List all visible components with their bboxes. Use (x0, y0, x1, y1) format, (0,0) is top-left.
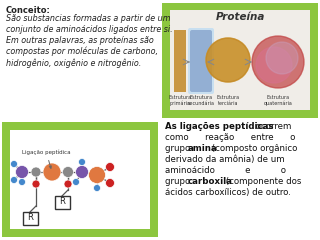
FancyBboxPatch shape (190, 30, 212, 92)
Circle shape (252, 36, 304, 88)
Circle shape (11, 161, 18, 168)
Text: Estrutura
secundária: Estrutura secundária (188, 95, 214, 106)
Text: ácidos carboxílicos) de outro.: ácidos carboxílicos) de outro. (165, 188, 291, 197)
Text: Conceito:: Conceito: (6, 6, 51, 15)
Text: Estrutura
quaternária: Estrutura quaternária (264, 95, 292, 106)
Text: ocorrem: ocorrem (253, 122, 292, 131)
Text: como      reação      entre      o: como reação entre o (165, 133, 295, 142)
Circle shape (73, 179, 79, 186)
FancyBboxPatch shape (162, 3, 318, 118)
Circle shape (15, 166, 28, 179)
Circle shape (206, 38, 250, 82)
Circle shape (89, 167, 106, 184)
Text: Em outras palavras, as proteínas são: Em outras palavras, as proteínas são (6, 36, 154, 45)
FancyBboxPatch shape (10, 130, 150, 229)
Text: Estrutura
primária: Estrutura primária (168, 95, 192, 106)
Text: aminoácido           e           o: aminoácido e o (165, 166, 286, 175)
Text: Estrutura
terciária: Estrutura terciária (216, 95, 240, 106)
Circle shape (266, 42, 298, 74)
FancyBboxPatch shape (174, 30, 186, 92)
Circle shape (76, 166, 89, 179)
Text: R: R (59, 198, 65, 206)
Text: amina: amina (188, 144, 218, 153)
Text: R: R (27, 214, 33, 222)
Circle shape (106, 179, 115, 187)
Circle shape (256, 47, 292, 83)
Circle shape (32, 180, 40, 188)
Text: derivado da amônia) de um: derivado da amônia) de um (165, 155, 284, 164)
Text: (componente dos: (componente dos (223, 177, 301, 186)
FancyBboxPatch shape (2, 122, 158, 237)
Circle shape (62, 167, 74, 178)
FancyBboxPatch shape (188, 28, 214, 94)
Text: grupo: grupo (165, 144, 193, 153)
Circle shape (19, 179, 26, 186)
Text: grupo: grupo (165, 177, 193, 186)
FancyBboxPatch shape (170, 10, 310, 110)
Text: São substancias formadas a partir de um: São substancias formadas a partir de um (6, 14, 171, 23)
Text: hidrogênio, oxigênio e nitrogênio.: hidrogênio, oxigênio e nitrogênio. (6, 58, 141, 67)
Circle shape (78, 158, 85, 166)
Text: (composto orgânico: (composto orgânico (209, 144, 297, 153)
FancyBboxPatch shape (54, 196, 69, 209)
Text: Ligação peptídica: Ligação peptídica (22, 150, 71, 168)
Text: As ligações peptídicas: As ligações peptídicas (165, 122, 274, 131)
FancyBboxPatch shape (22, 211, 37, 224)
Text: compostas por moléculas de carbono,: compostas por moléculas de carbono, (6, 47, 158, 56)
Circle shape (31, 167, 41, 177)
Circle shape (64, 180, 72, 188)
Text: Proteína: Proteína (215, 12, 265, 22)
Circle shape (106, 162, 115, 172)
Circle shape (43, 163, 61, 181)
FancyBboxPatch shape (174, 30, 186, 92)
Circle shape (206, 38, 250, 82)
Text: conjunto de aminoácidos ligados entre si.: conjunto de aminoácidos ligados entre si… (6, 25, 172, 34)
Text: carboxila: carboxila (188, 177, 233, 186)
Circle shape (93, 185, 100, 192)
Circle shape (11, 176, 18, 184)
